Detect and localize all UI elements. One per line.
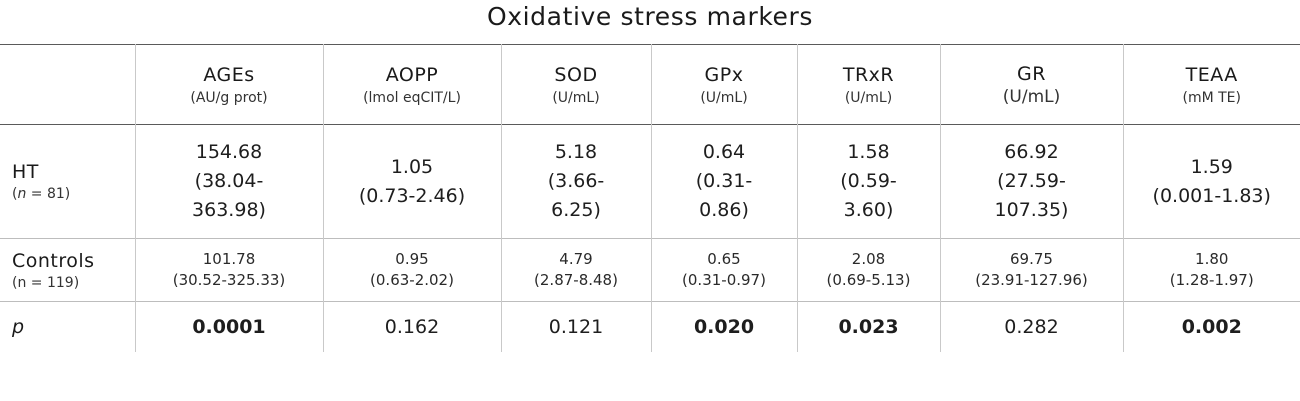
cell-ht-sod: 5.18 (3.66- 6.25) [500,124,651,239]
row-sample-size: (n = 119) [12,274,80,291]
cell-value: 0.95 [395,250,429,268]
cell-p-teaa: 0.002 [1122,301,1300,352]
cell-ht-gr: 66.92 (27.59- 107.35) [939,124,1123,239]
n-symbol: n [17,186,27,202]
cell-range: (2.87-8.48) [534,271,618,289]
cell-range: 3.60) [843,199,894,221]
cell-controls-aopp: 0.95 (0.63-2.02) [322,238,501,302]
cell-range: 0.86) [699,199,749,221]
column-unit: (U/mL) [700,89,748,106]
cell-range: (0.73-2.46) [358,184,466,207]
cell-value: 0.65 [707,250,741,268]
cell-ht-ages: 154.68 (38.04- 363.98) [134,124,323,239]
header-teaa: TEAA (mM TE) [1122,44,1300,125]
cell-value: 4.79 [559,250,593,268]
cell-ht-teaa: 1.59 (0.001-1.83) [1122,124,1300,239]
cell-value: 66.92 [1004,141,1059,163]
table-title: Oxidative stress markers [486,2,814,31]
header-row: AGEs (AU/g prot) AOPP (lmol eqCIT/L) SOD (U… [0,44,1300,125]
row-label: HT [12,161,39,183]
cell-p-aopp: 0.162 [322,301,501,352]
column-unit: (U/mL) [1002,86,1061,107]
p-value: 0.023 [838,315,899,338]
row-label: Controls [12,249,95,272]
column-name: TEAA [1185,63,1238,86]
cell-controls-gpx: 0.65 (0.31-0.97) [650,238,797,302]
row-sample-size: (n = 81) [12,186,71,202]
cell-controls-ages: 101.78 (30.52-325.33) [134,238,323,302]
header-sod: SOD (U/mL) [500,44,651,125]
cell-value: 1.59 [1190,155,1233,178]
cell-value: 154.68 [195,141,263,163]
cell-value: 5.18 [554,141,598,163]
column-unit: (U/mL) [844,89,893,106]
cell-controls-teaa: 1.80 (1.28-1.97) [1122,238,1300,302]
cell-range: (38.04- [194,170,264,192]
cell-value: 1.80 [1195,250,1229,268]
row-label-controls: Controls (n = 119) [0,239,135,302]
cell-controls-gr: 69.75 (23.91-127.96) [939,238,1123,302]
cell-value: 2.08 [851,250,886,268]
row-label: p [12,315,25,338]
column-name: GPx [704,63,744,86]
table-row-p-value: p 0.0001 0.162 0.121 0.020 0.023 0.282 0… [0,301,1300,352]
cell-value: 1.05 [390,155,434,178]
column-name: AOPP [385,63,439,86]
cell-range: (0.001-1.83) [1152,184,1271,207]
cell-range: (0.31-0.97) [682,271,766,289]
cell-value: 101.78 [202,250,256,268]
column-unit: (U/mL) [552,89,600,106]
cell-value: 0.64 [702,141,746,163]
n-count: = 81) [26,186,71,202]
cell-p-sod: 0.121 [500,301,651,352]
cell-range: 363.98) [192,199,266,221]
column-name: AGEs [203,63,255,86]
p-value: 0.162 [384,315,440,338]
row-label-ht: HT (n = 81) [0,125,135,239]
header-empty-cell [0,45,135,125]
cell-range: (3.66- [547,170,605,192]
cell-range: (0.69-5.13) [826,271,911,289]
row-label-p: p [0,302,135,352]
cell-p-ages: 0.0001 [134,301,323,352]
cell-range: 6.25) [551,199,601,221]
cell-p-gr: 0.282 [939,301,1123,352]
cell-controls-sod: 4.79 (2.87-8.48) [500,238,651,302]
cell-p-trxr: 0.023 [796,301,940,352]
header-trxr: TRxR (U/mL) [796,44,940,125]
column-unit: (lmol eqCIT/L) [363,89,461,106]
p-value: 0.121 [548,315,604,338]
cell-value: 1.58 [847,141,890,163]
table-row-ht: HT (n = 81) 154.68 (38.04- 363.98) 1.05 (0.… [0,124,1300,239]
p-value: 0.020 [693,315,755,338]
column-name: GR [1017,62,1046,85]
p-value: 0.0001 [192,315,266,338]
cell-ht-trxr: 1.58 (0.59- 3.60) [796,124,940,239]
cell-p-gpx: 0.020 [650,301,797,352]
header-gr: GR (U/mL) [939,44,1123,125]
cell-ht-aopp: 1.05 (0.73-2.46) [322,124,501,239]
cell-range: (30.52-325.33) [172,271,286,289]
header-ages: AGEs (AU/g prot) [134,44,323,125]
cell-controls-trxr: 2.08 (0.69-5.13) [796,238,940,302]
cell-range: (0.31- [695,170,753,192]
cell-range: (23.91-127.96) [975,271,1088,289]
cell-ht-gpx: 0.64 (0.31- 0.86) [650,124,797,239]
p-value: 0.282 [1004,315,1059,338]
cell-range: 107.35) [994,199,1069,221]
column-name: SOD [554,63,598,86]
cell-range: (27.59- [997,170,1066,192]
column-unit: (mM TE) [1182,89,1242,106]
cell-range: (0.63-2.02) [370,271,454,289]
p-value: 0.002 [1181,315,1242,338]
column-unit: (AU/g prot) [190,89,268,106]
header-aopp: AOPP (lmol eqCIT/L) [322,44,501,125]
column-name: TRxR [842,63,895,86]
cell-value: 69.75 [1010,250,1053,268]
cell-range: (1.28-1.97) [1169,271,1254,289]
oxidative-stress-table: AGEs (AU/g prot) AOPP (lmol eqCIT/L) SOD (U… [0,44,1300,352]
table-row-controls: Controls (n = 119) 101.78 (30.52-325.33) … [0,238,1300,302]
header-gpx: GPx (U/mL) [650,44,797,125]
cell-range: (0.59- [840,170,897,192]
